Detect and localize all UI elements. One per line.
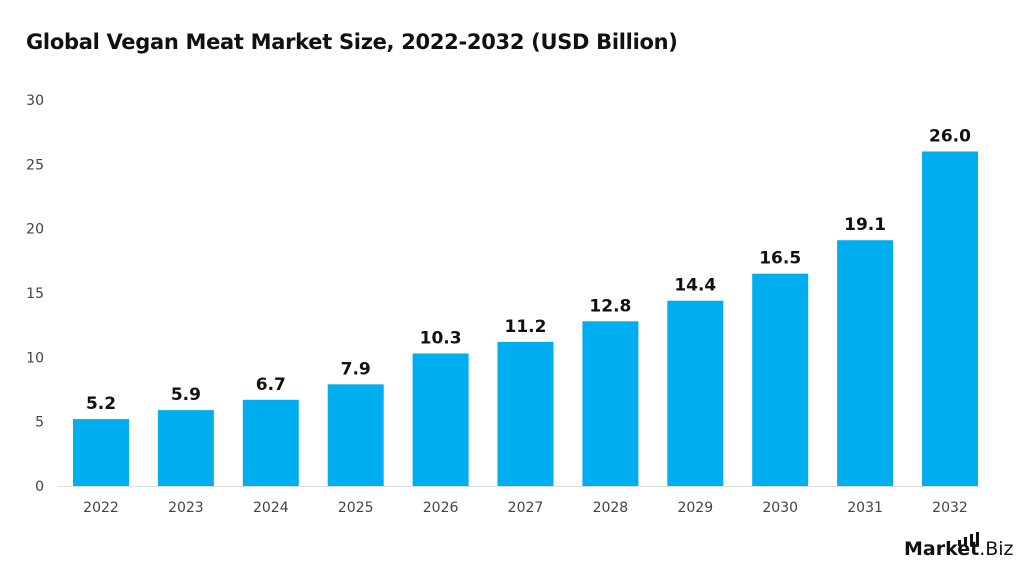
bar-2025 <box>327 384 384 486</box>
x-tick-label: 2030 <box>762 500 798 516</box>
logo-suffix: .Biz <box>979 538 1014 560</box>
bar-2027 <box>497 341 554 486</box>
x-tick-label: 2023 <box>168 500 204 516</box>
bar-2026 <box>412 353 469 486</box>
y-tick-label: 0 <box>35 479 44 495</box>
data-label: 10.3 <box>420 328 462 348</box>
x-tick-label: 2025 <box>338 500 374 516</box>
data-label: 14.4 <box>674 276 716 296</box>
x-tick-label: 2026 <box>423 500 459 516</box>
y-tick-label: 5 <box>35 415 44 431</box>
y-tick-label: 10 <box>26 350 44 366</box>
x-tick-label: 2029 <box>677 500 713 516</box>
x-tick-label: 2024 <box>253 500 289 516</box>
bar-2022 <box>73 419 129 486</box>
bar-2032 <box>922 151 978 486</box>
x-tick-label: 2031 <box>847 500 883 516</box>
data-label: 5.9 <box>171 385 201 405</box>
data-label: 6.7 <box>256 375 286 395</box>
data-label: 16.5 <box>759 249 801 269</box>
logo-bars-icon <box>958 532 979 546</box>
y-tick-label: 25 <box>26 157 44 173</box>
data-label: 5.2 <box>86 394 116 414</box>
bar-2029 <box>667 300 724 486</box>
data-label: 11.2 <box>505 317 547 337</box>
data-label: 12.8 <box>589 296 631 316</box>
data-label: 7.9 <box>341 359 371 379</box>
x-tick-label: 2028 <box>593 500 629 516</box>
bar-2031 <box>837 240 894 486</box>
bar-2030 <box>752 273 809 486</box>
x-tick-label: 2027 <box>508 500 544 516</box>
x-tick-label: 2022 <box>83 500 119 516</box>
data-label: 19.1 <box>844 215 886 235</box>
bar-2023 <box>157 410 214 486</box>
marketbiz-logo: Market.Biz <box>904 532 1014 560</box>
y-tick-label: 20 <box>26 222 44 238</box>
chart-title: Global Vegan Meat Market Size, 2022-2032… <box>26 30 678 54</box>
bar-2028 <box>582 321 639 486</box>
x-tick-label: 2032 <box>932 500 968 516</box>
bar-2024 <box>242 399 299 486</box>
y-tick-label: 30 <box>26 93 44 109</box>
y-tick-label: 15 <box>26 286 44 302</box>
data-label: 26.0 <box>929 126 971 146</box>
